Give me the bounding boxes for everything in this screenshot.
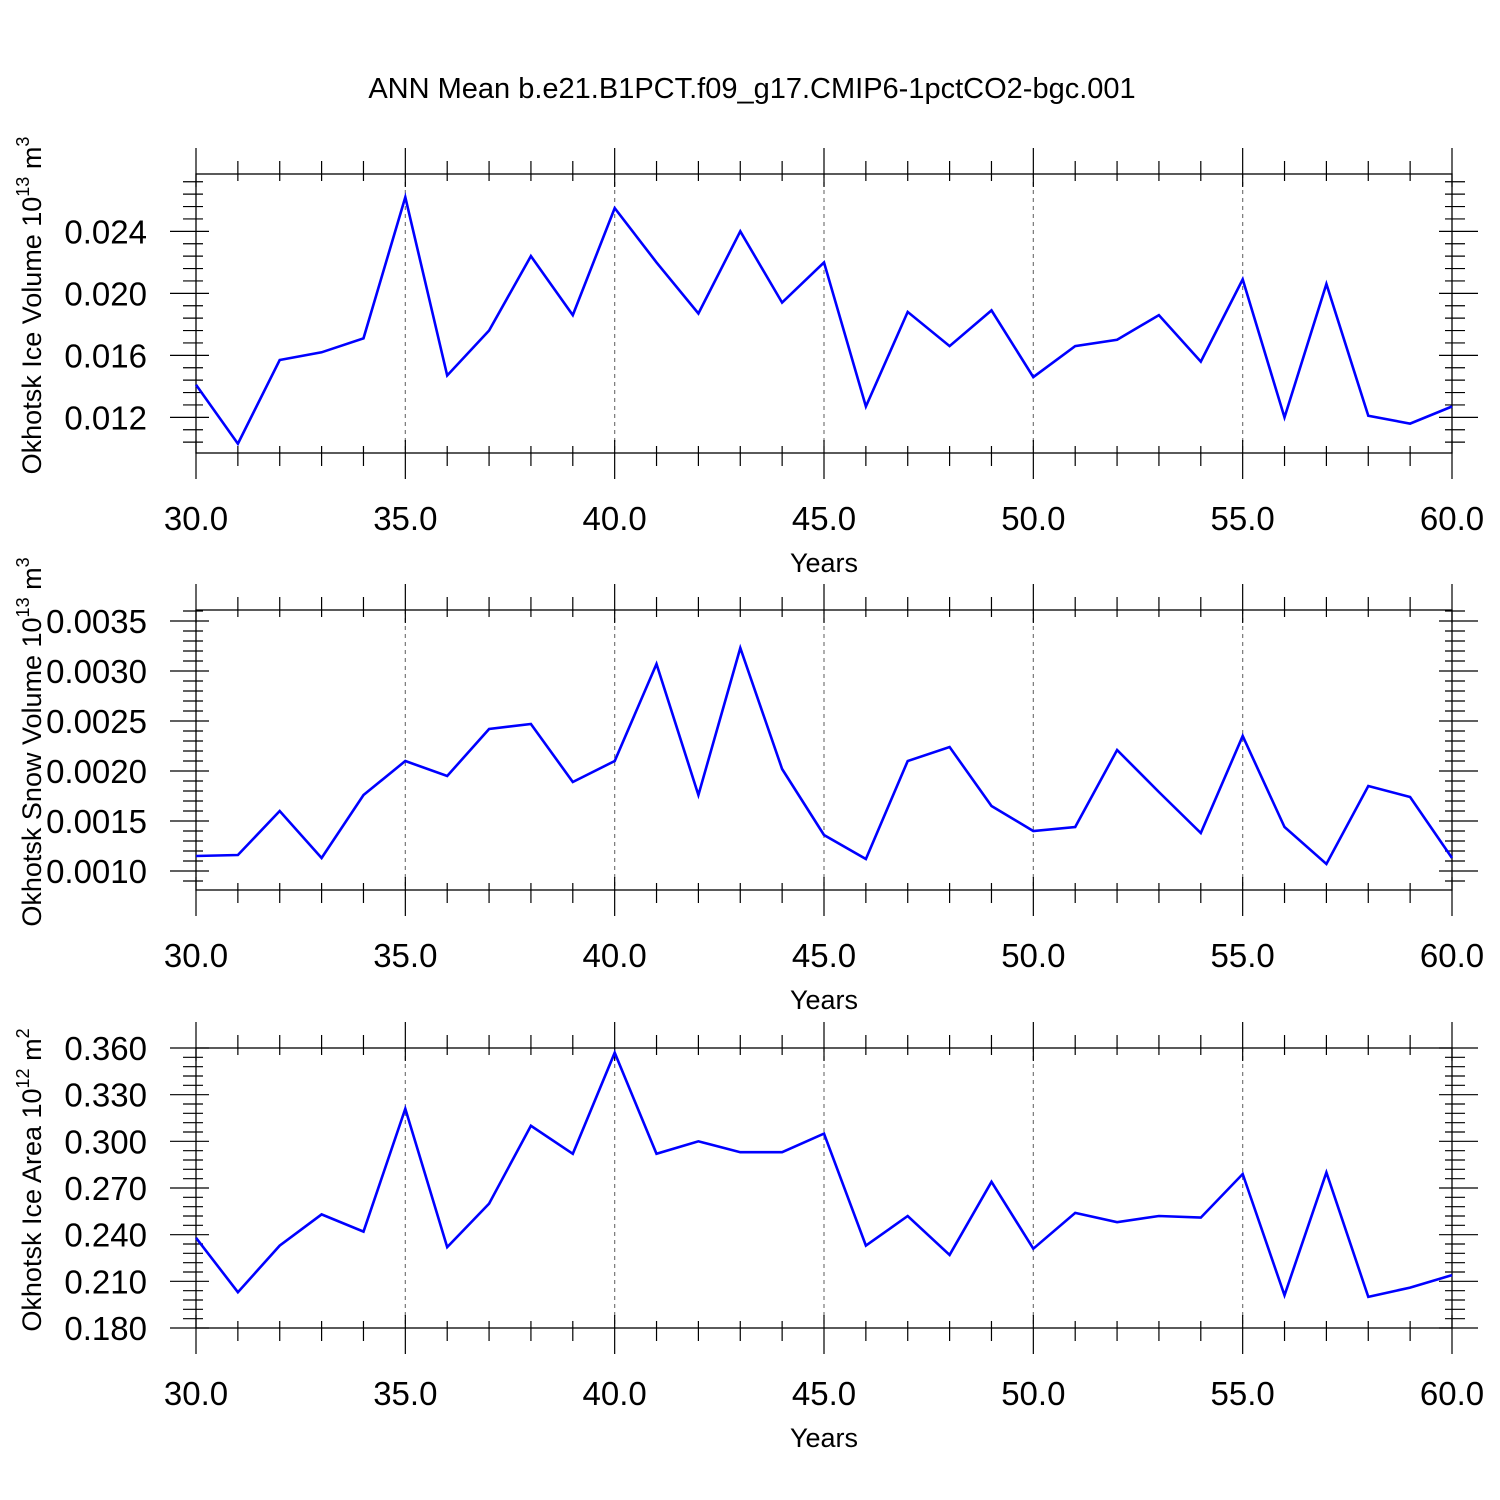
x-tick-label: 55.0 [1211,937,1275,974]
chart-panel-2: 30.0 35.0 40.0 45.0 50.0 55.0 60.0 0.0010 0.0015… [13,557,1484,1015]
x-axis-label: Years [790,985,858,1015]
y-tick-label: 0.0030 [46,653,147,690]
x-tick-label: 35.0 [373,937,437,974]
chart-panels: 30.0 35.0 40.0 45.0 50.0 55.0 60.0 0.012 0.016 0.… [13,137,1484,1453]
x-tick-label: 35.0 [373,500,437,537]
y-axis-label-text: Okhotsk Ice Area 10 [17,1088,47,1331]
x-tick-label: 50.0 [1001,937,1065,974]
y-tick-label: 0.330 [64,1077,147,1114]
x-tick-label: 40.0 [583,500,647,537]
y-axis-label-unit-exp: 3 [13,137,33,147]
x-axis-label: Years [790,548,858,578]
series-line [194,192,1453,447]
y-tick-label: 0.012 [64,399,147,436]
y-tick-label: 0.240 [64,1217,147,1254]
series-line [195,643,1454,867]
x-tick-label: 45.0 [792,1375,856,1412]
chart-panel-1: 30.0 35.0 40.0 45.0 50.0 55.0 60.0 0.012 0.016 0.… [13,137,1484,578]
y-tick-label: 0.024 [64,213,147,250]
y-tick-label: 0.300 [64,1123,147,1160]
chart-panel-3: 30.0 35.0 40.0 45.0 50.0 55.0 60.0 0.180 0.210 0.… [13,1022,1484,1453]
series-line [194,1049,1453,1300]
y-tick-label: 0.360 [64,1030,147,1067]
y-axis-label-unit: m [17,1038,47,1068]
y-tick-label: 0.0015 [46,803,147,840]
y-tick-label: 0.180 [64,1310,147,1347]
x-tick-label: 60.0 [1420,937,1484,974]
y-axis-label-unit: m [17,567,47,597]
y-axis-label-text: Okhotsk Ice Volume 10 [17,197,47,475]
y-axis-label: Okhotsk Snow Volume 1013 m3 [13,557,47,926]
x-tick-label: 55.0 [1211,500,1275,537]
x-tick-label: 55.0 [1211,1375,1275,1412]
y-tick-label: 0.0010 [46,853,147,890]
x-tick-label: 35.0 [373,1375,437,1412]
y-tick-label: 0.020 [64,275,147,312]
y-axis-label-unit: m [17,147,47,177]
x-tick-label: 50.0 [1001,500,1065,537]
y-tick-label: 0.016 [64,337,147,374]
x-tick-label: 40.0 [583,1375,647,1412]
y-axis-label-unit-exp: 2 [13,1028,33,1038]
x-tick-label: 30.0 [164,937,228,974]
x-tick-label: 45.0 [792,937,856,974]
y-axis-label-exp: 13 [13,597,33,617]
x-tick-label: 30.0 [164,1375,228,1412]
y-tick-label: 0.210 [64,1263,147,1300]
x-tick-label: 60.0 [1420,500,1484,537]
figure-title: ANN Mean b.e21.B1PCT.f09_g17.CMIP6-1pctC… [368,73,1135,105]
y-axis-label-text: Okhotsk Snow Volume 10 [17,617,47,926]
y-tick-label: 0.0025 [46,703,147,740]
y-axis-label-exp: 12 [13,1068,33,1088]
x-tick-label: 60.0 [1420,1375,1484,1412]
x-tick-label: 40.0 [583,937,647,974]
y-axis-label-unit-exp: 3 [13,557,33,567]
y-tick-label: 0.270 [64,1170,147,1207]
x-axis-label: Years [790,1423,858,1453]
x-tick-label: 30.0 [164,500,228,537]
y-axis-label: Okhotsk Ice Area 1012 m2 [13,1028,47,1331]
y-axis-label-exp: 13 [13,177,33,197]
y-axis-label: Okhotsk Ice Volume 1013 m3 [13,137,47,475]
y-tick-label: 0.0035 [46,603,147,640]
x-tick-label: 45.0 [792,500,856,537]
x-tick-label: 50.0 [1001,1375,1065,1412]
y-tick-label: 0.0020 [46,753,147,790]
